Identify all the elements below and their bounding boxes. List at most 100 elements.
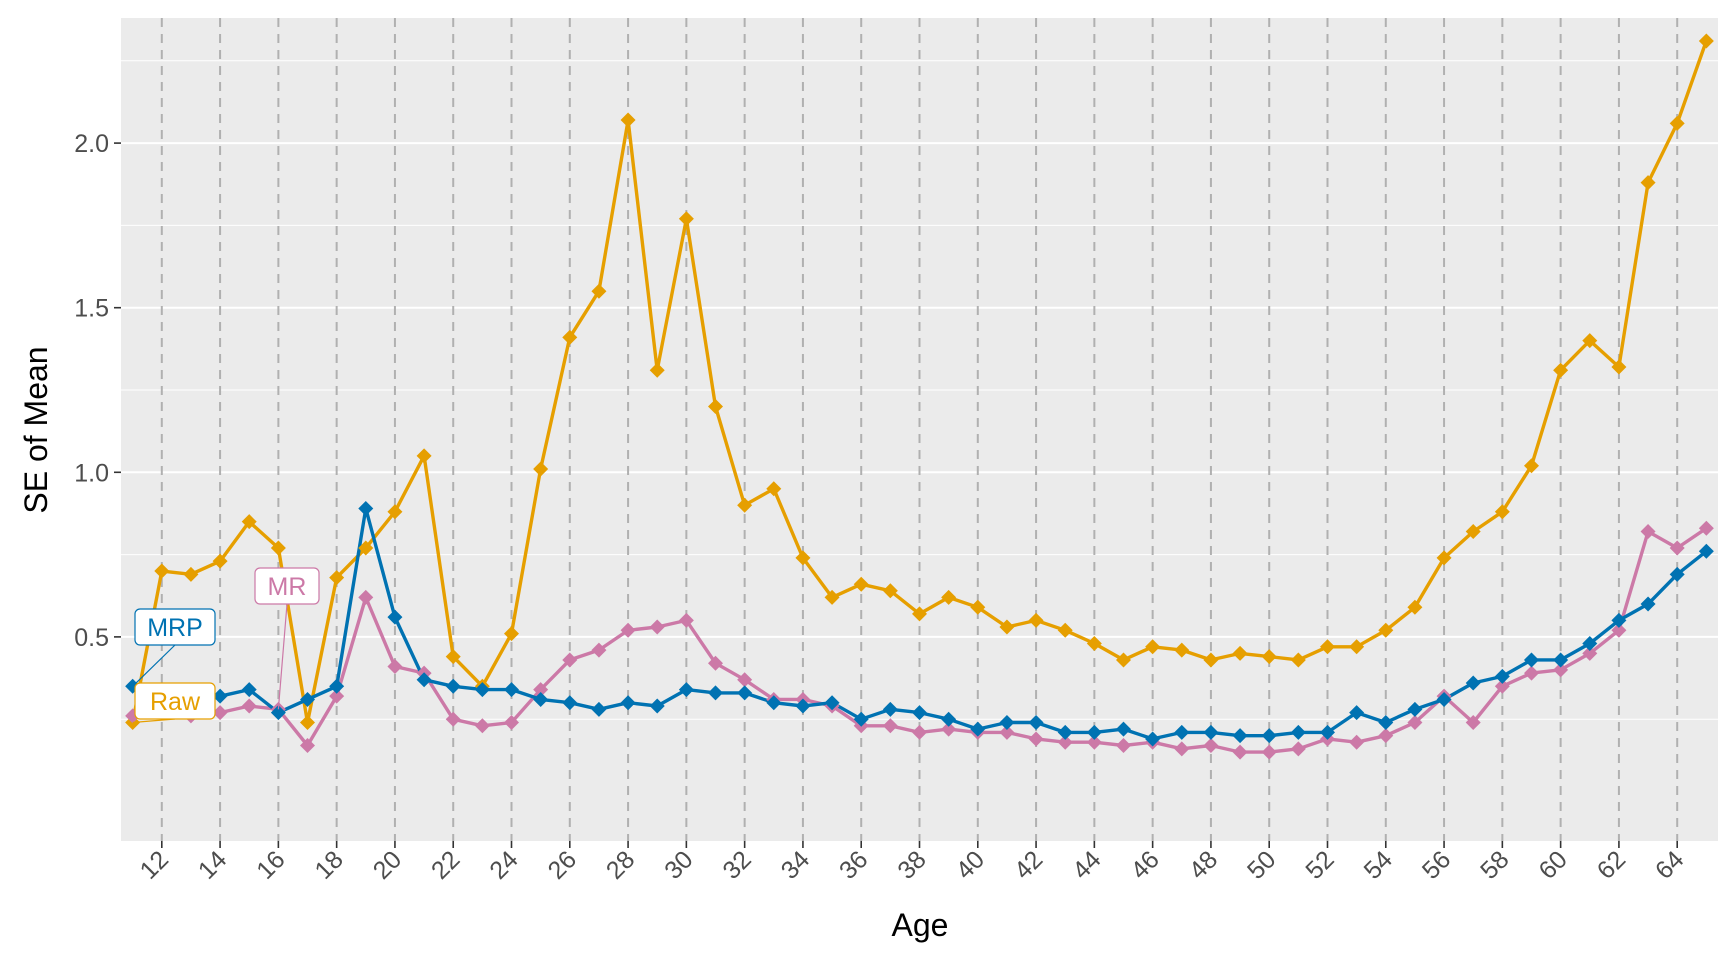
point-mr: [241, 698, 257, 714]
point-raw: [970, 599, 986, 615]
point-mrp: [1174, 724, 1190, 740]
x-tick-label: 40: [951, 845, 990, 884]
point-mr: [1290, 741, 1306, 757]
point-mrp: [1086, 724, 1102, 740]
point-mrp: [504, 682, 520, 698]
direct-label-mrp: MRP: [132, 608, 216, 687]
point-raw: [1436, 550, 1452, 566]
y-axis: 0.5 1.0 1.5 2.0: [74, 130, 121, 652]
x-tick-label: 30: [659, 845, 698, 884]
point-mrp: [1553, 652, 1569, 668]
point-mr: [1407, 714, 1423, 730]
point-raw: [533, 461, 549, 477]
point-raw: [824, 589, 840, 605]
point-raw: [1174, 642, 1190, 658]
point-mr: [329, 688, 345, 704]
label-text: MR: [268, 573, 307, 601]
x-tick-label: 50: [1242, 845, 1281, 884]
point-mrp: [1436, 691, 1452, 707]
x-tick-label: 54: [1359, 845, 1399, 885]
point-raw: [562, 329, 578, 345]
point-mrp: [1611, 612, 1627, 628]
x-axis-title: Age: [892, 907, 949, 943]
point-mr: [620, 622, 636, 638]
point-raw: [183, 566, 199, 582]
point-raw: [1319, 639, 1335, 655]
point-mr: [533, 682, 549, 698]
point-mr: [562, 652, 578, 668]
point-mr: [1669, 540, 1685, 556]
point-mr: [1465, 714, 1481, 730]
point-raw: [1028, 612, 1044, 628]
point-raw: [1086, 635, 1102, 651]
y-tick-label: 0.5: [74, 624, 109, 652]
point-mrp: [1232, 728, 1248, 744]
x-tick-label: 18: [309, 845, 348, 884]
point-mrp: [1698, 543, 1714, 559]
x-axis: 12 14 16 18 20 22 24 26 28 30 32 34 36 38 40 42 44 46 48 50…: [135, 841, 1690, 885]
point-mrp: [300, 691, 316, 707]
x-tick-label: 46: [1125, 845, 1164, 884]
point-mr: [387, 659, 403, 675]
direct-label-raw: Raw: [132, 682, 216, 724]
point-mrp: [1465, 675, 1481, 691]
point-raw: [1057, 622, 1073, 638]
y-tick-label: 1.0: [74, 459, 109, 487]
point-mrp: [941, 711, 957, 727]
point-mrp: [795, 698, 811, 714]
point-mrp: [1028, 714, 1044, 730]
point-raw: [1378, 622, 1394, 638]
point-raw: [853, 576, 869, 592]
point-raw: [999, 619, 1015, 635]
point-mr: [1523, 665, 1539, 681]
point-mrp: [358, 501, 374, 517]
point-mrp: [1378, 714, 1394, 730]
x-tick-label: 28: [601, 845, 640, 884]
point-mr: [445, 711, 461, 727]
y-tick-label: 1.5: [74, 295, 109, 323]
point-mr: [708, 655, 724, 671]
point-mrp: [1319, 724, 1335, 740]
y-axis-title: SE of Mean: [18, 346, 54, 513]
point-raw: [620, 112, 636, 128]
label-box: [134, 682, 216, 720]
point-raw: [1203, 652, 1219, 668]
point-mrp: [1494, 668, 1510, 684]
point-mrp: [1640, 596, 1656, 612]
point-raw: [270, 540, 286, 556]
point-mrp: [1057, 724, 1073, 740]
point-raw: [416, 448, 432, 464]
point-raw: [1640, 175, 1656, 191]
point-raw: [795, 550, 811, 566]
direct-labels: MRP MR Raw: [132, 567, 320, 724]
point-raw: [212, 553, 228, 569]
point-raw: [241, 514, 257, 530]
point-mr: [737, 672, 753, 688]
point-raw: [1698, 33, 1714, 49]
label-text: MRP: [147, 614, 203, 642]
point-mr: [212, 705, 228, 721]
point-raw: [1465, 524, 1481, 540]
label-text: Raw: [150, 688, 201, 716]
point-mrp: [620, 695, 636, 711]
point-mrp: [1407, 701, 1423, 717]
label-box: [134, 608, 216, 646]
point-mrp: [591, 701, 607, 717]
point-raw: [387, 504, 403, 520]
point-mrp: [445, 678, 461, 694]
point-raw: [941, 589, 957, 605]
point-raw: [1261, 649, 1277, 665]
point-mr: [1698, 520, 1714, 536]
point-mrp: [1115, 721, 1131, 737]
point-mrp: [882, 701, 898, 717]
point-mr: [1640, 524, 1656, 540]
point-raw: [1553, 362, 1569, 378]
point-mr: [1553, 662, 1569, 678]
point-mr: [678, 612, 694, 628]
point-mr: [1582, 645, 1598, 661]
point-mr: [1174, 741, 1190, 757]
point-raw: [678, 211, 694, 227]
point-mr: [1261, 744, 1277, 760]
point-mrp: [912, 705, 927, 721]
